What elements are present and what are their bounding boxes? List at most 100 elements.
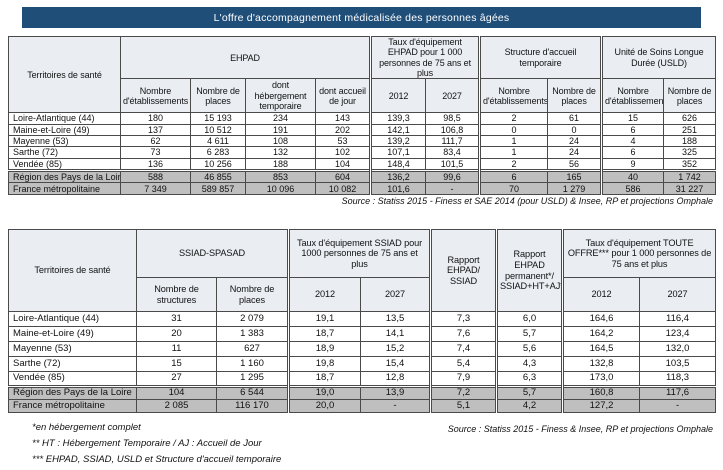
value-cell: 0 — [478, 123, 549, 137]
table-ehpad-usld: Territoires de santé EHPAD Taux d'équipe… — [8, 35, 717, 196]
column-header: Nombre de places — [547, 78, 603, 114]
table2-source: Source : Statiss 2015 - Finess & Insee, … — [447, 424, 713, 434]
value-cell: 14,1 — [359, 326, 432, 342]
value-cell: 40 — [600, 169, 665, 184]
value-cell: 18,9 — [287, 341, 361, 357]
value-cell: 137 — [120, 123, 191, 137]
territory-cell: Maine-et-Loire (49) — [8, 326, 137, 342]
page-title: L'offre d'accompagnement médicalisée des… — [22, 7, 701, 28]
territory-cell: Loire-Atlantique (44) — [8, 112, 121, 125]
value-cell: 18,7 — [287, 371, 361, 387]
territory-cell: Sarthe (72) — [8, 356, 137, 372]
column-header-2027: 2027 — [425, 78, 481, 114]
value-cell: 627 — [216, 341, 289, 357]
value-cell: 107,1 — [369, 146, 427, 159]
territory-cell: Sarthe (72) — [8, 146, 121, 159]
value-cell: 5,1 — [429, 399, 498, 413]
value-cell: 31 — [136, 311, 217, 327]
group-header-taux-ssiad: Taux d'équipement SSIAD pour 1000 person… — [286, 229, 432, 278]
column-header-territoires: Territoires de santé — [8, 229, 137, 312]
value-cell: 101,6 — [369, 182, 427, 196]
group-header-taux-toute-offre: Taux d'équipement TOUTE OFFRE*** pour 1 … — [561, 229, 717, 278]
territory-cell: Maine-et-Loire (49) — [8, 123, 121, 137]
value-cell: 1 742 — [663, 169, 717, 184]
table2-header: Territoires de santé SSIAD-SPASAD Taux d… — [8, 229, 717, 312]
value-cell: 123,4 — [639, 326, 717, 342]
value-cell: 589 857 — [190, 182, 246, 196]
value-cell: 5,4 — [429, 356, 498, 372]
table1-header: Territoires de santé EHPAD Taux d'équipe… — [8, 35, 717, 114]
table-ssiad-rapports: Territoires de santé SSIAD-SPASAD Taux d… — [8, 229, 717, 413]
value-cell: 9 — [600, 157, 665, 172]
value-cell: - — [425, 182, 481, 196]
value-cell: 139,3 — [369, 112, 427, 125]
value-cell: 188 — [245, 157, 316, 172]
value-cell: 99,6 — [425, 169, 481, 184]
value-cell: 10 256 — [190, 157, 246, 172]
column-header: dont accueil de jour — [314, 78, 372, 114]
territory-cell: Région des Pays de la Loire — [8, 169, 121, 184]
value-cell: 325 — [663, 146, 717, 159]
value-cell: 20,0 — [287, 399, 361, 413]
column-header: Nombre de places — [216, 277, 289, 312]
value-cell: 108 — [245, 135, 316, 148]
value-cell: 116,4 — [639, 311, 717, 327]
value-cell: 5,6 — [495, 341, 564, 357]
value-cell: 6 283 — [190, 146, 246, 159]
value-cell: 5,7 — [495, 385, 564, 400]
value-cell: 15 — [600, 112, 665, 125]
column-header: Nombre de places — [663, 78, 717, 114]
table-row: Maine-et-Loire (49) 20 1 383 18,7 14,1 7,6 5,7… — [8, 326, 717, 342]
value-cell: 53 — [314, 135, 372, 148]
summary-row: France métropolitaine 2 085 116 170 20,0-5,… — [8, 399, 717, 413]
value-cell: 117,6 — [639, 385, 717, 400]
value-cell: 142,1 — [369, 123, 427, 137]
column-header-territoires: Territoires de santé — [8, 35, 121, 114]
value-cell: 164,2 — [561, 326, 641, 342]
value-cell: 10 082 — [314, 182, 372, 196]
value-cell: 19,1 — [287, 311, 361, 327]
column-header-2027: 2027 — [359, 277, 432, 312]
value-cell: 5,7 — [495, 326, 564, 342]
value-cell: 6 — [478, 169, 549, 184]
group-header-usld: Unité de Soins Longue Durée (USLD) — [600, 35, 717, 80]
footnote-toute-offre: *** EHPAD, SSIAD, USLD et Structure d'ac… — [32, 454, 282, 465]
value-cell: 12,8 — [359, 371, 432, 387]
value-cell: 7,4 — [429, 341, 498, 357]
summary-row: Région des Pays de la Loire 104 6 544 19,0 1… — [8, 385, 717, 400]
column-header: dont hébergement temporaire — [245, 78, 316, 114]
value-cell: 188 — [663, 135, 717, 148]
value-cell: 165 — [547, 169, 603, 184]
value-cell: 1 295 — [216, 371, 289, 387]
value-cell: 70 — [478, 182, 549, 196]
group-header-ehpad: EHPAD — [119, 35, 372, 80]
summary-row: Région des Pays de la Loire 588 46 855 853 6… — [8, 169, 717, 184]
value-cell: 111,7 — [425, 135, 481, 148]
value-cell: 588 — [120, 169, 191, 184]
footnote-ht-aj: ** HT : Hébergement Temporaire / AJ : Ac… — [32, 438, 262, 449]
value-cell: 4,3 — [495, 356, 564, 372]
value-cell: 1 160 — [216, 356, 289, 372]
value-cell: 15,4 — [359, 356, 432, 372]
group-header-structure-accueil: Structure d'accueil temporaire — [478, 35, 603, 80]
value-cell: 62 — [120, 135, 191, 148]
territory-cell: Vendée (85) — [8, 157, 121, 172]
value-cell: 19,8 — [287, 356, 361, 372]
value-cell: 61 — [547, 112, 603, 125]
value-cell: 13,9 — [359, 385, 432, 400]
value-cell: 1 — [478, 135, 549, 148]
value-cell: 7,9 — [429, 371, 498, 387]
table-row: Maine-et-Loire (49) 137 10 512 191 202 142,1 1… — [8, 123, 717, 137]
column-header-2027: 2027 — [639, 277, 717, 312]
value-cell: 10 096 — [245, 182, 316, 196]
value-cell: 173,0 — [561, 371, 641, 387]
territory-cell: Mayenne (53) — [8, 135, 121, 148]
territory-cell: France métropolitaine — [8, 182, 121, 196]
value-cell: 7,2 — [429, 385, 498, 400]
value-cell: 139,2 — [369, 135, 427, 148]
table1-body: Loire-Atlantique (44) 180 15 193 234 143 139,… — [8, 112, 717, 196]
value-cell: 251 — [663, 123, 717, 137]
column-header: Nombre de structures — [136, 277, 217, 312]
group-header-ssiad-spasad: SSIAD-SPASAD — [136, 229, 289, 278]
